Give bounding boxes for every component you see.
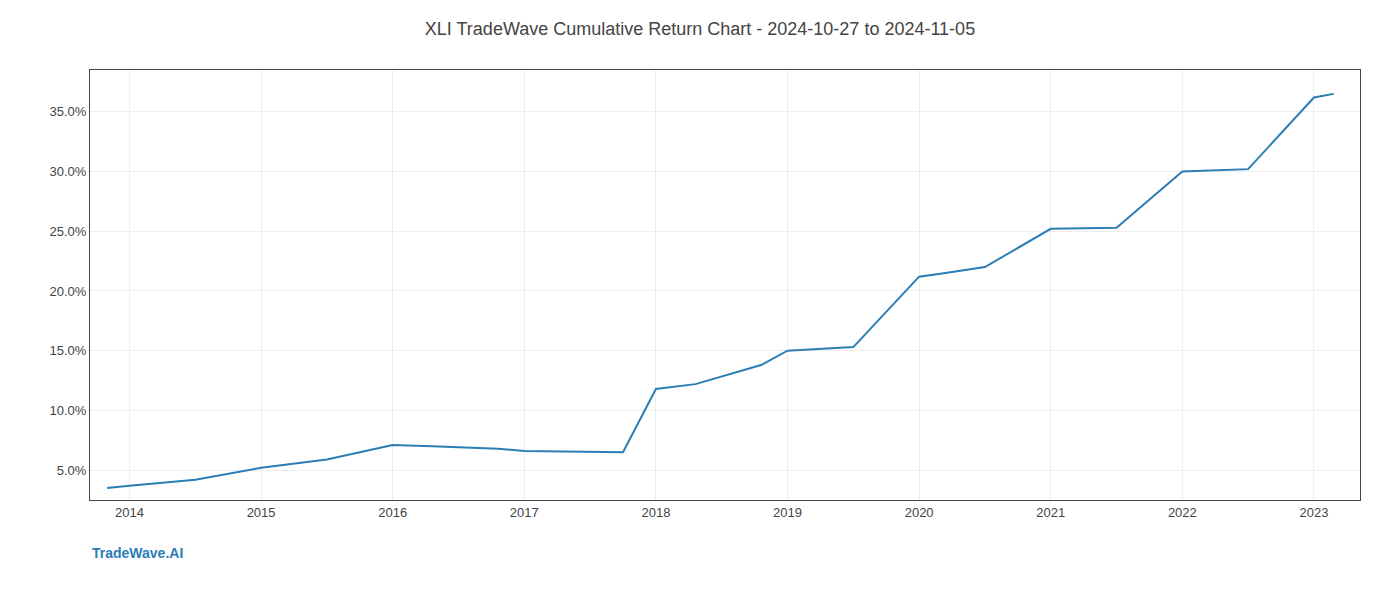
svg-text:30.0%: 30.0% — [50, 164, 87, 179]
svg-text:25.0%: 25.0% — [50, 224, 87, 239]
svg-text:5.0%: 5.0% — [57, 463, 87, 478]
svg-text:2018: 2018 — [641, 505, 670, 520]
svg-text:15.0%: 15.0% — [50, 343, 87, 358]
svg-text:2019: 2019 — [773, 505, 802, 520]
svg-text:35.0%: 35.0% — [50, 104, 87, 119]
svg-text:2015: 2015 — [247, 505, 276, 520]
svg-text:2023: 2023 — [1299, 505, 1328, 520]
svg-text:2021: 2021 — [1036, 505, 1065, 520]
svg-text:TradeWave.AI: TradeWave.AI — [92, 545, 183, 561]
svg-text:2017: 2017 — [510, 505, 539, 520]
svg-text:2022: 2022 — [1168, 505, 1197, 520]
svg-text:XLI TradeWave Cumulative Retur: XLI TradeWave Cumulative Return Chart - … — [425, 19, 975, 39]
svg-text:20.0%: 20.0% — [50, 284, 87, 299]
svg-text:10.0%: 10.0% — [50, 403, 87, 418]
svg-text:2016: 2016 — [378, 505, 407, 520]
svg-text:2020: 2020 — [905, 505, 934, 520]
svg-text:2014: 2014 — [115, 505, 144, 520]
